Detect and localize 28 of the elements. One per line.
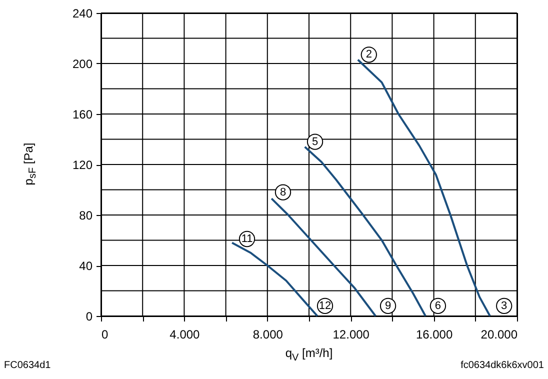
annotation: 8 <box>280 186 286 198</box>
x-tick-label: 0 <box>102 328 108 342</box>
y-tick-label: 80 <box>79 208 93 222</box>
x-tick-label: 16.000 <box>416 328 453 342</box>
x-tick-label: 20.000 <box>480 328 518 342</box>
y-tick-label: 200 <box>72 57 93 71</box>
annotation: 2 <box>366 48 372 61</box>
x-tick-label: 12.000 <box>332 328 370 342</box>
text: FC0634d1 <box>4 360 51 371</box>
x-axis-title: q$_{V}$ [m³/h] <box>285 346 333 364</box>
line-series <box>231 242 318 317</box>
line-series <box>270 198 377 317</box>
text: fc0634dk6k6xv001 <box>460 360 544 371</box>
annotation: 11 <box>241 232 253 245</box>
y-tick-label: 40 <box>79 259 93 273</box>
x-tick-label: 8.000 <box>252 328 284 342</box>
annotation: 12 <box>318 300 332 312</box>
annotation: 3 <box>501 300 508 312</box>
annotation: 6 <box>434 300 442 312</box>
annotation: 5 <box>312 136 318 148</box>
x-tick-label: 4.000 <box>170 328 200 342</box>
y-tick-label: 120 <box>72 158 93 172</box>
y-tick-label: 0 <box>86 310 93 324</box>
line-series <box>304 146 426 317</box>
annotation: 9 <box>384 300 392 312</box>
y-tick-label: 160 <box>72 108 93 122</box>
y-tick-label: 240 <box>72 6 93 20</box>
line-series <box>356 58 491 317</box>
